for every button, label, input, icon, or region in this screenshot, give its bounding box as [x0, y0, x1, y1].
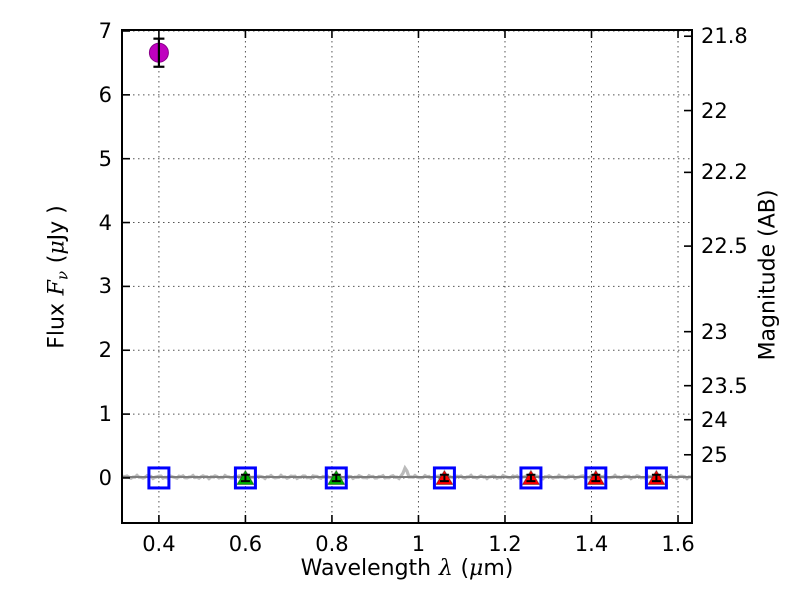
data-point-square [324, 466, 348, 490]
x-tick-label: 0.4 [142, 532, 176, 556]
y-tick-label-left: 7 [98, 19, 112, 43]
y-tick-label-left: 0 [98, 465, 112, 490]
y-tick-label-right: 22.2 [701, 160, 748, 185]
y-tick-label-right: 22 [701, 98, 728, 123]
data-point-square [233, 466, 257, 490]
x-axis-label-text: Wavelength [300, 556, 432, 581]
x-tick-label: 1.4 [574, 532, 609, 556]
plot-svg [123, 31, 691, 522]
x-tick-label: 1 [411, 532, 426, 556]
data-point-square [584, 466, 608, 490]
y-tick-label-left: 1 [98, 402, 112, 427]
data-point-square [644, 466, 668, 490]
y-tick-label-left: 6 [98, 82, 112, 107]
y-tick-label-right: 25 [701, 442, 728, 467]
y-tick-label-right: 22.5 [701, 234, 748, 259]
data-point-square [432, 466, 456, 490]
y-tick-label-right: 23.5 [701, 373, 748, 398]
y-axis-label-right: Magnitude (AB) [755, 189, 781, 361]
x-tick-label: 0.8 [315, 532, 349, 556]
y-axis-label-left-text: Flux [44, 303, 70, 349]
y-axis-label-left: FluxFν(μJy ) [44, 205, 72, 349]
y-tick-label-left: 3 [98, 274, 112, 299]
data-point-square [519, 466, 543, 490]
x-tick-label: 0.6 [228, 532, 263, 556]
x-tick-label: 1.6 [661, 532, 695, 556]
mu-symbol: μ [44, 240, 70, 255]
data-point-square [147, 466, 171, 490]
plot-area [121, 29, 693, 524]
y-tick-label-right: 21.8 [701, 24, 748, 49]
y-tick-label-left: 2 [98, 338, 112, 363]
y-tick-label-left: 4 [98, 210, 112, 235]
y-tick-label-left: 5 [98, 146, 112, 171]
mu-symbol: μ [469, 556, 484, 581]
flux-F-symbol: F [44, 280, 70, 296]
x-axis-label: Wavelength λ (μm) [300, 556, 514, 581]
nu-subscript: ν [53, 270, 72, 281]
x-tick-label: 1.2 [488, 532, 522, 556]
y-tick-label-right: 23 [701, 319, 728, 344]
lambda-symbol: λ [438, 556, 453, 581]
y-tick-label-right: 24 [701, 407, 728, 432]
